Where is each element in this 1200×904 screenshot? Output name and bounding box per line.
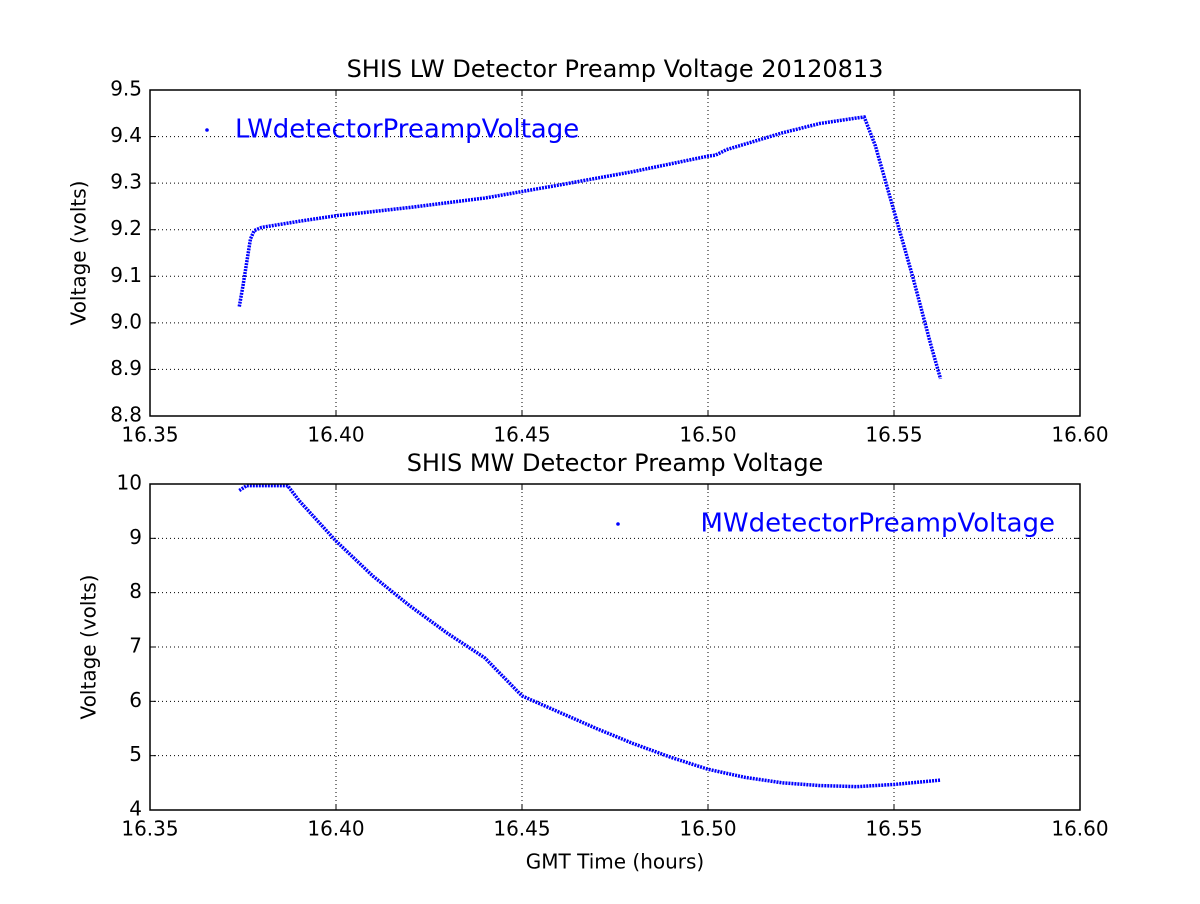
y-tick-label: 9.1 [110, 263, 142, 287]
x-tick-label: 16.35 [121, 817, 178, 841]
y-tick-label: 7 [129, 634, 142, 658]
plot-frame [149, 89, 1081, 417]
x-tick-label: 16.40 [307, 817, 364, 841]
x-tick-label: 16.40 [307, 423, 364, 447]
y-tick-label: 5 [129, 742, 142, 766]
data-line [237, 115, 943, 380]
x-axis-label: GMT Time (hours) [526, 850, 704, 874]
x-tick-label: 16.60 [1051, 423, 1108, 447]
y-tick-label: 9.4 [110, 123, 142, 147]
legend-label: LWdetectorPreampVoltage [235, 115, 579, 145]
x-tick-label: 16.45 [493, 423, 550, 447]
y-tick-label: 9 [129, 525, 142, 549]
data-line [238, 483, 941, 789]
x-tick-label: 16.50 [679, 817, 736, 841]
x-tick-label: 16.60 [1051, 817, 1108, 841]
x-tick-label: 16.50 [679, 423, 736, 447]
y-tick-label: 9.3 [110, 170, 142, 194]
y-tick-label: 9.2 [110, 216, 142, 240]
y-axis-label: Voltage (volts) [67, 181, 91, 326]
chart-title: SHIS LW Detector Preamp Voltage 20120813 [347, 55, 884, 83]
y-tick-label: 9.0 [110, 309, 142, 333]
y-tick-label: 10 [117, 471, 142, 495]
y-axis-label: Voltage (volts) [77, 575, 101, 720]
legend-marker [205, 128, 209, 132]
y-tick-label: 4 [129, 797, 142, 821]
x-tick-label: 16.35 [121, 423, 178, 447]
x-tick-label: 16.55 [865, 817, 922, 841]
y-tick-label: 9.5 [110, 77, 142, 101]
legend-marker [616, 522, 620, 526]
y-tick-label: 8.8 [110, 403, 142, 427]
y-tick-label: 6 [129, 688, 142, 712]
y-tick-label: 8.9 [110, 356, 142, 380]
x-tick-label: 16.45 [493, 817, 550, 841]
plot-frame [149, 483, 1081, 811]
x-tick-label: 16.55 [865, 423, 922, 447]
chart-title: SHIS MW Detector Preamp Voltage [407, 449, 824, 477]
y-tick-label: 8 [129, 579, 142, 603]
legend-label: MWdetectorPreampVoltage [700, 509, 1055, 539]
